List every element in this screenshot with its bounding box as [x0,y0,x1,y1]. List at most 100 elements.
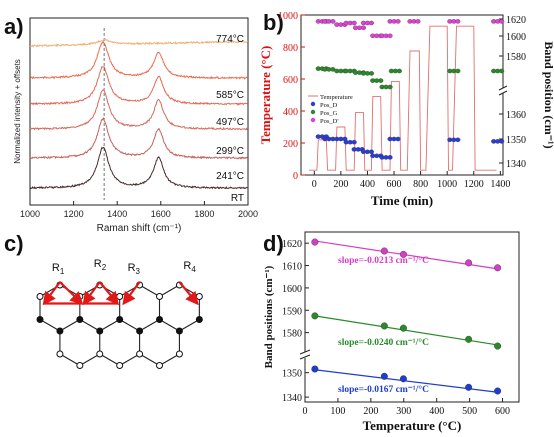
axis-break-mark [299,349,311,355]
red-vector-arrow [82,281,101,306]
axis-break-mark [498,90,508,96]
y-right-tick-label: 1350 [506,135,526,146]
data-point [399,250,407,258]
legend-swatch [310,109,316,115]
y-left-tick-label: 600 [283,75,298,86]
y-left-tick-label: 800 [283,43,298,54]
lattice-atom [195,316,203,323]
y-right-tick-label: 1580 [506,52,526,63]
pos-g-point [378,78,384,83]
plot-frame [29,17,249,206]
x-tick-label: 200 [333,179,348,190]
spectrum-line [29,40,249,80]
y-tick-label: 1610 [282,262,302,273]
y-tick-label: 1620 [282,239,302,250]
red-vector-arrow [122,281,141,306]
y-tick-label: 1350 [282,369,302,380]
lattice-bond [119,353,140,366]
spectrum-line [29,146,248,190]
pos-d-point [387,155,393,160]
x-axis-label: Raman shift (cm⁻¹) [97,223,182,234]
pos-d2-point [330,19,336,24]
legend-label: Pos_D [320,102,338,109]
data-point [494,264,502,272]
y-axis-label: Band positions (cm⁻¹) [263,265,275,368]
lattice-bond [159,284,180,297]
x-tick-label: 1400 [107,209,127,219]
legend-label: Pos_G [320,110,338,117]
y-tick-label: 1580 [282,329,302,340]
pos-g-point [368,71,374,76]
panel-d-letter: d) [263,231,284,256]
y-left-tick-label: 400 [283,107,298,118]
pos-g-point [396,68,402,74]
lattice-bond [139,319,160,332]
data-point [311,365,319,373]
x-tick-label: 1400 [490,179,510,190]
y-tick-label: 1590 [282,306,302,317]
lattice-atom [56,327,64,335]
lattice-atom [56,350,64,358]
lattice-atom [76,362,84,369]
slope-annotation: slope=-0.0240 cm⁻¹/°C [338,337,429,348]
data-point [494,342,502,350]
x-tick-label: 400 [429,406,444,417]
spectrum-label: 299°C [216,146,244,157]
data-point [465,259,473,267]
lattice-bond [139,353,160,366]
lattice-bond [119,319,140,332]
legend-label: Pos_D' [320,118,339,125]
data-point [380,372,388,380]
lattice-atom [175,350,183,358]
temperature-line [309,25,497,171]
x-tick-label: 300 [396,406,411,417]
x-tick-label: 200 [363,406,378,417]
slope-annotation: slope=-0.0167 cm⁻¹/°C [338,384,429,395]
legend-swatch [310,101,316,107]
y-left-axis-label: Temperature (°C) [258,46,273,145]
data-point [311,312,319,320]
x-tick-label: 1200 [464,179,484,190]
y-left-tick-label: 0 [293,171,298,182]
data-point [311,238,319,246]
spectrum-label: 241°C [216,171,244,182]
axis-break [301,352,309,358]
lattice-bond [59,353,81,366]
data-point [399,324,407,332]
pos-d2-point [360,25,367,31]
y-tick-label: 1600 [282,284,302,295]
lattice-atom [76,316,84,323]
pos-d2-point [351,20,357,26]
plot-frame [304,231,520,403]
lattice-bond [159,319,180,332]
lattice-atom [116,316,124,323]
data-point [399,375,407,383]
lattice-atom [156,362,164,369]
lattice-bond [179,319,200,332]
lattice-bond [79,319,101,332]
x-tick-label: 2000 [238,209,258,219]
pos-d-point [499,139,505,144]
lattice-bond [159,353,180,366]
spectrum-line [29,89,249,131]
red-vector-arrow [98,281,120,306]
data-point [465,383,473,391]
pos-g-point [499,68,505,74]
lattice-atom [136,350,144,358]
panel-b-letter: b) [263,10,284,35]
lattice-atom [96,350,104,358]
y-left-tick-label: 1000 [278,11,298,22]
x-tick-label: 1200 [64,209,84,219]
lattice-bond [99,353,120,366]
pos-g-point [387,84,393,90]
x-tick-label: 1000 [20,209,40,219]
pos-d-point [351,139,357,145]
legend-label: Temperature [320,94,353,101]
pos-d-point [395,136,401,142]
x-tick-label: 100 [330,406,345,417]
red-vector-arrow [178,281,199,306]
